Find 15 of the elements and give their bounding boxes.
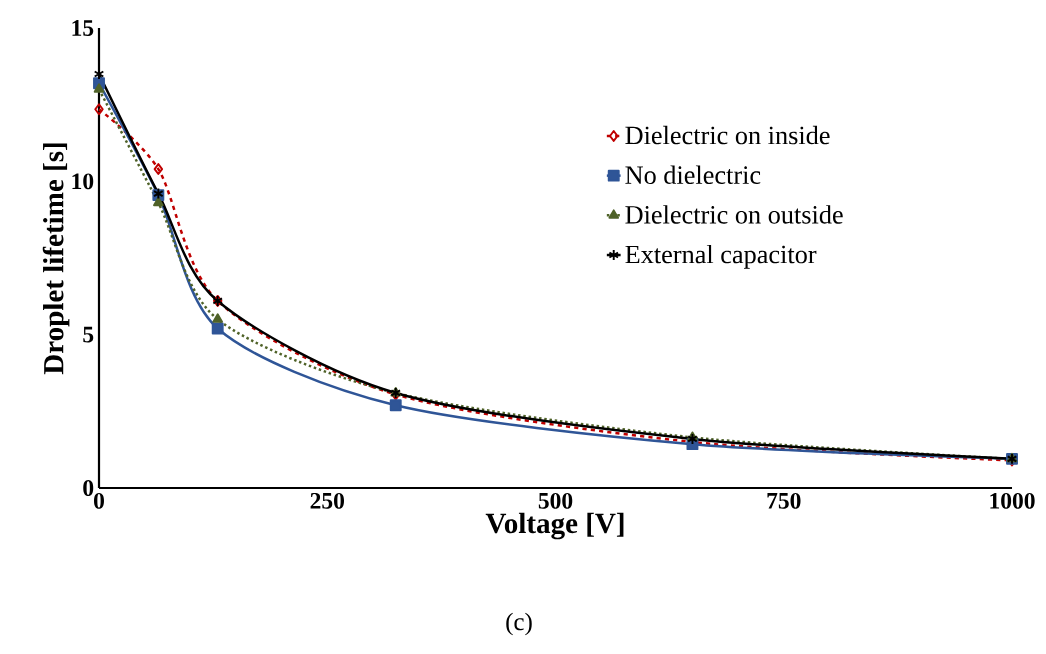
x-tick-label: 250 [310, 492, 345, 509]
y-tick-label: 5 [83, 326, 94, 343]
legend-label: External capacitor [625, 244, 817, 269]
x-tick-label: 1000 [990, 492, 1035, 509]
legend-label: No dielectric [625, 165, 761, 184]
x-axis-title: Voltage [V] [485, 512, 624, 540]
legend-label: Dielectric on inside [625, 125, 830, 145]
y-tick-label: 10 [72, 173, 94, 190]
x-tick-label: 750 [767, 492, 801, 509]
legend-label: Dielectric on outside [625, 205, 843, 224]
text: (c) [506, 612, 532, 636]
y-axis-title: Droplet lifetime [s] [42, 143, 70, 375]
y-tick-label: 0 [83, 480, 94, 496]
y-tick-label: 15 [72, 20, 94, 36]
x-tick-label: 500 [538, 492, 573, 509]
